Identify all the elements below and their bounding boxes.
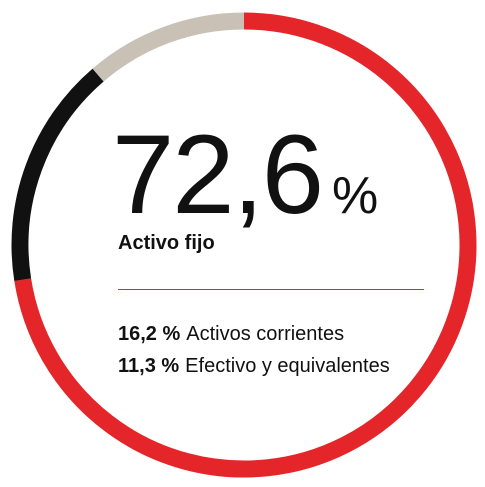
donut-segment [11, 68, 104, 281]
legend-value: 16,2 % [118, 323, 181, 345]
main-value-unit: % [331, 167, 379, 225]
legend-item: 16,2 % Activos corrientes [118, 318, 390, 350]
main-label: Activo fijo [118, 232, 215, 254]
main-value: 72,6% [112, 110, 378, 239]
donut-segment [14, 12, 477, 478]
legend-item: 11,3 % Efectivo y equivalentes [118, 350, 390, 382]
legend-label: Activos corrientes [186, 323, 345, 345]
main-value-number: 72,6 [112, 112, 324, 237]
legend: 16,2 % Activos corrientes 11,3 % Efectivo y… [118, 318, 390, 382]
legend-label: Efectivo y equivalentes [185, 355, 390, 377]
divider [118, 289, 424, 290]
donut-segment [92, 12, 245, 82]
legend-value: 11,3 % [118, 355, 180, 377]
